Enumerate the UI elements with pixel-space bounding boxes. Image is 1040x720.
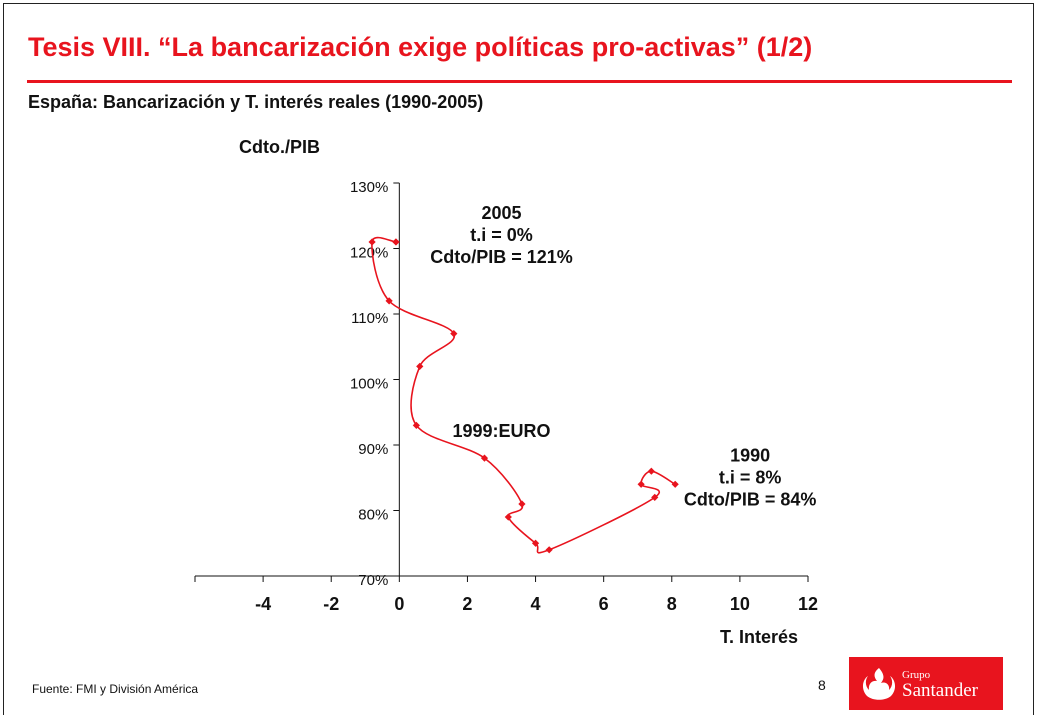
data-point: [368, 238, 376, 246]
annotation-line: Cdto/PIB = 84%: [684, 489, 817, 509]
data-point: [416, 362, 424, 370]
title-underline: [27, 80, 1012, 83]
x-tick-label: 0: [394, 594, 404, 614]
y-tick-label: 90%: [358, 441, 388, 458]
annotation-line: t.i = 8%: [719, 467, 782, 487]
x-tick-label: -2: [323, 594, 339, 614]
data-point: [385, 297, 393, 305]
annotation-line: t.i = 0%: [470, 225, 533, 245]
logo-brand-text: Santander: [902, 680, 978, 701]
y-tick-label: 80%: [358, 507, 388, 524]
data-point: [450, 330, 458, 338]
data-point: [480, 454, 489, 462]
chart-annotation: 1990 t.i = 8% Cdto/PIB = 84%: [684, 445, 817, 509]
source-note: Fuente: FMI y División América: [32, 682, 199, 696]
annotation-line: 2005: [481, 203, 521, 223]
data-point: [637, 480, 645, 488]
x-tick-label: 12: [798, 594, 818, 614]
flame-icon: [862, 668, 896, 700]
series-line: [371, 236, 676, 554]
x-axis-label: T. Interés: [720, 627, 799, 647]
data-point: [647, 467, 655, 475]
annotation-line: 1990: [730, 445, 770, 465]
y-tick-label: 100%: [350, 376, 388, 393]
slide-title: Tesis VIII. “La bancarización exige polí…: [28, 32, 813, 62]
y-axis-label: Cdto./PIB: [239, 137, 320, 157]
annotation-line: Cdto/PIB = 121%: [430, 247, 573, 267]
chart-series: [368, 236, 679, 554]
x-tick-label: 4: [531, 594, 541, 614]
slide-frame: [3, 3, 1034, 715]
data-point: [671, 480, 679, 488]
data-point: [518, 500, 526, 508]
x-tick-label: -4: [255, 594, 271, 614]
page-number: 8: [818, 677, 826, 693]
chart-axes: -4 -2 0 2 4 6 8 10 12 70% 80% 90% 100% 110% 120% 130%: [194, 179, 818, 614]
chart-annotation: 2005 t.i = 0% Cdto/PIB = 121%: [430, 203, 573, 267]
annotation-line: 1999:EURO: [452, 421, 550, 441]
chart-annotation: 1999:EURO: [452, 421, 550, 441]
data-point: [412, 421, 420, 429]
y-tick-label: 130%: [350, 179, 388, 196]
x-tick-label: 6: [599, 594, 609, 614]
x-tick-label: 8: [667, 594, 677, 614]
x-tick-label: 2: [462, 594, 472, 614]
x-tick-label: 10: [730, 594, 750, 614]
y-tick-label: 120%: [350, 245, 388, 262]
chart-annotations: 2005 t.i = 0% Cdto/PIB = 121% 1999:EURO 1990…: [430, 203, 816, 509]
logo-group-text: Grupo: [902, 669, 931, 681]
data-point: [545, 546, 553, 554]
data-point: [392, 238, 400, 246]
data-point: [651, 493, 659, 501]
data-point: [504, 513, 512, 521]
slide-subtitle: España: Bancarización y T. interés reale…: [28, 92, 484, 112]
y-tick-label: 70%: [358, 572, 388, 589]
y-tick-label: 110%: [351, 310, 388, 327]
santander-logo: Grupo Santander: [849, 657, 1003, 710]
data-point: [531, 539, 540, 547]
